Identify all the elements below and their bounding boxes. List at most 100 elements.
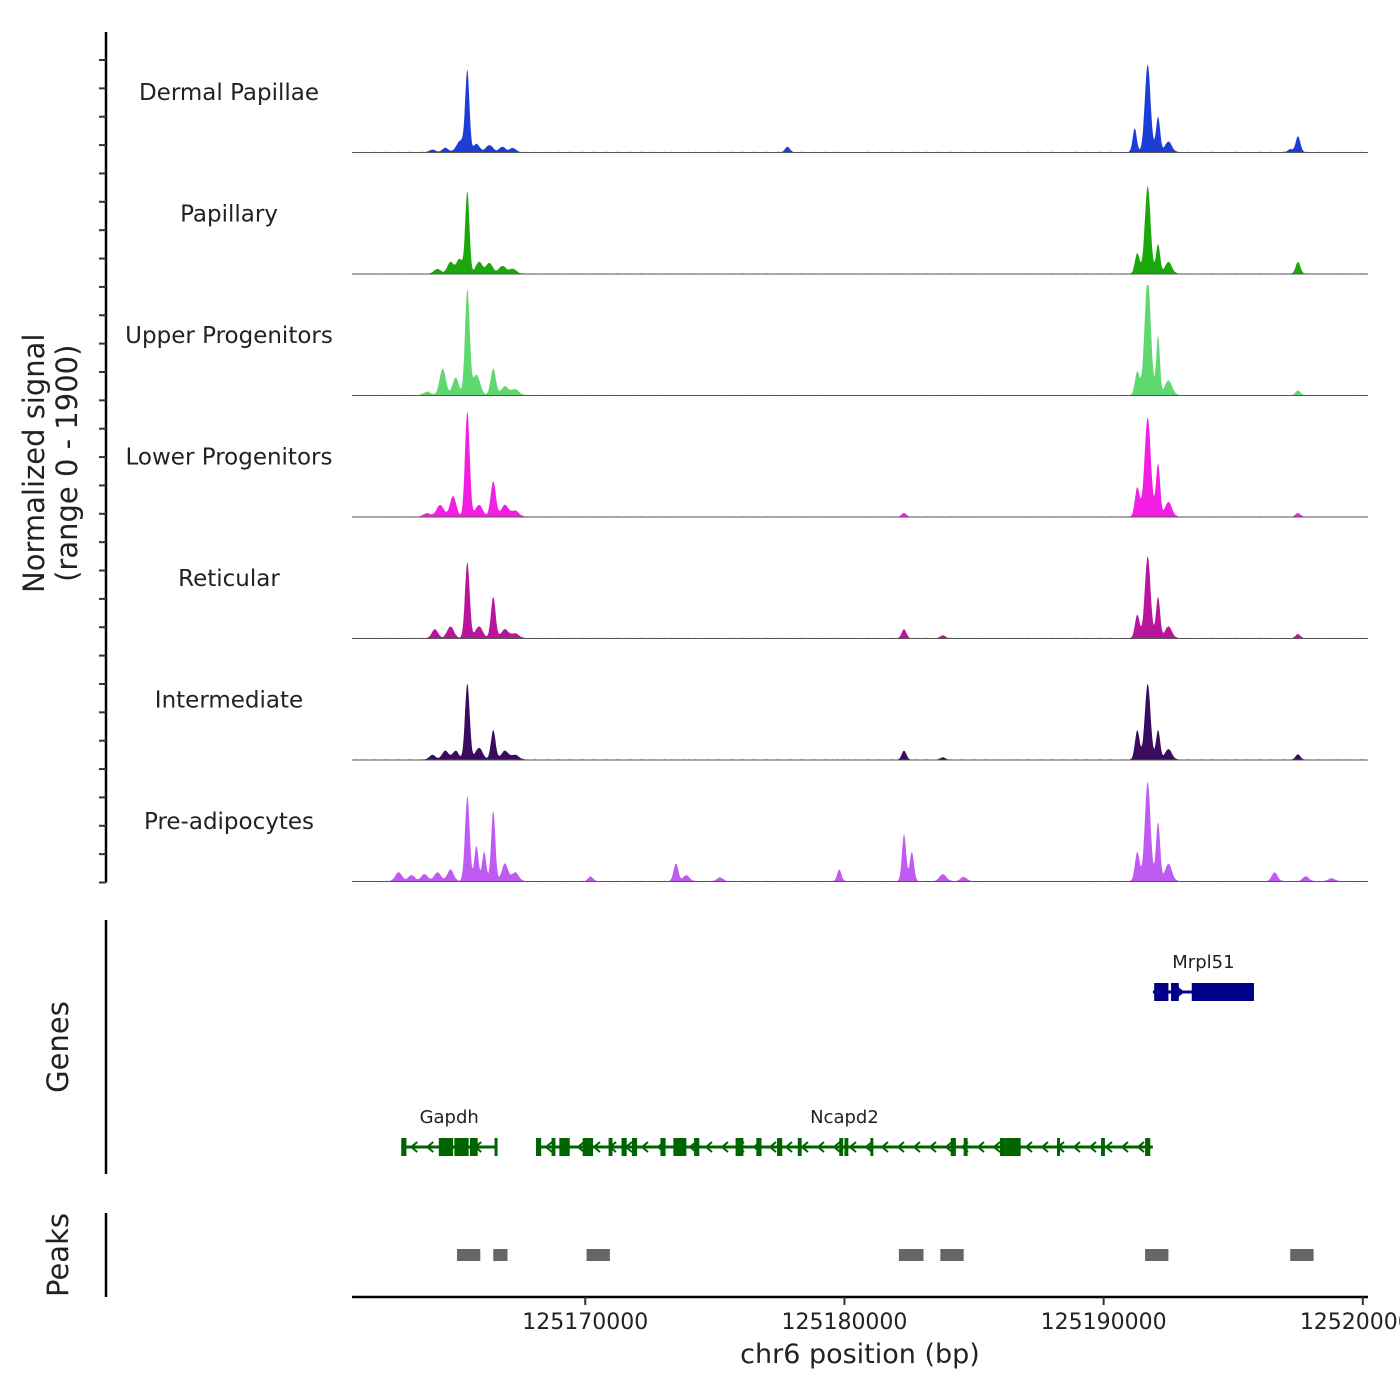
gene-exon [582,1138,594,1156]
gene-model: Ncapd2 [536,1107,1153,1156]
gene-strand-arrow [576,1141,585,1153]
coverage-panel: Normalized signal(range 0 - 1900) Dermal … [17,32,1368,884]
gene-strand-arrow [425,1141,434,1153]
gene-exon [1101,1138,1105,1156]
gene-strand-arrow [544,1141,553,1153]
x-axis-tick-label: 125190000 [1041,1310,1167,1335]
coverage-track-label: Papillary [180,202,278,228]
coverage-track-label: Intermediate [155,688,303,714]
coverage-area [352,683,1368,760]
coverage-y-axis-title-line2: (range 0 - 1900) [50,345,84,582]
peak-region [456,1249,481,1261]
x-axis-tick-label: 125180000 [781,1310,907,1335]
gene-exon [559,1138,570,1156]
coverage-track-label: Upper Progenitors [125,323,333,349]
gene-exon [660,1138,666,1156]
gene-exon [551,1138,556,1156]
gene-exon [673,1138,687,1156]
coverage-track: Dermal Papillae [139,64,1368,153]
coverage-area [352,411,1368,517]
gene-exon [756,1138,762,1156]
peak-region [493,1249,508,1261]
peak-region [1145,1249,1169,1261]
coverage-track: Lower Progenitors [126,411,1368,518]
coverage-area [352,285,1368,396]
gene-label: Ncapd2 [810,1107,879,1128]
gene-strand-arrow [800,1141,809,1153]
gene-exon [999,1138,1006,1156]
gene-strand-arrow [1072,1141,1081,1153]
peak-region [940,1249,964,1261]
gene-exon [870,1138,874,1156]
gene-exon [777,1138,783,1156]
gene-exon [454,1138,469,1156]
gene-strand-arrow [816,1141,825,1153]
gene-model: Gapdh [401,1107,498,1156]
coverage-track: Reticular [178,556,1368,639]
gene-label: Gapdh [420,1107,479,1128]
coverage-track: Papillary [180,186,1368,275]
coverage-area [352,186,1368,274]
peak-region [1290,1249,1314,1261]
genes-panel-label: Genes [41,1001,75,1093]
genes-panel: Genes Mrpl51 Gapdh Ncapd2 [41,920,1254,1174]
gene-strand-arrow [832,1141,841,1153]
gene-strand-arrow [1120,1141,1129,1153]
gene-strand-arrow [688,1141,697,1153]
gene-exon [963,1138,968,1156]
gene-exon [950,1138,956,1156]
x-axis-title: chr6 position (bp) [740,1339,980,1370]
gene-exon [1056,1138,1060,1156]
gene-strand-arrow [1088,1141,1097,1153]
gene-exon [735,1138,744,1156]
peaks-panel: Peaks [41,1213,1314,1297]
gene-strand-arrow [1104,1141,1113,1153]
coverage-track-label: Lower Progenitors [126,445,333,471]
gene-strand-arrow [1176,986,1185,998]
gene-exon [797,1138,802,1156]
coverage-y-axis-title-line1: Normalized signal [17,334,51,593]
gene-exon [1005,1138,1021,1156]
gene-strand-arrow [1136,1141,1145,1153]
gene-exon [608,1138,613,1156]
gene-strand-arrow [704,1141,713,1153]
gene-strand-arrow [640,1141,649,1153]
x-axis-tick-label: 125170000 [522,1310,648,1335]
gene-strand-arrow [896,1141,905,1153]
gene-strand-arrow [944,1141,953,1153]
peak-region [586,1249,610,1261]
coverage-track: Upper Progenitors [125,285,1368,396]
x-axis: 125170000 125180000 125190000 125200000 chr6… [352,1295,1400,1370]
peak-region [898,1249,924,1261]
gene-exon [844,1138,849,1156]
gene-label: Mrpl51 [1172,952,1234,973]
gene-exon [1171,983,1179,1001]
gene-exon [1191,983,1254,1001]
coverage-track-label: Dermal Papillae [139,80,319,106]
coverage-area [352,782,1368,882]
gene-strand-arrow [912,1141,921,1153]
gene-strand-arrow [409,1141,418,1153]
gene-exon [401,1138,407,1156]
coverage-track: Pre-adipocytes [144,782,1368,882]
gene-strand-arrow [928,1141,937,1153]
gene-strand-arrow [784,1141,793,1153]
gene-strand-arrow [592,1141,601,1153]
gene-exon [621,1138,627,1156]
gene-exon [438,1138,454,1156]
gene-exon [1154,983,1169,1001]
coverage-track-label: Reticular [178,566,280,592]
gene-exon [536,1138,542,1156]
gene-exon [494,1138,498,1156]
x-axis-tick-label: 125200000 [1300,1310,1400,1335]
gene-strand-arrow [864,1141,873,1153]
gene-strand-arrow [976,1141,985,1153]
gene-strand-arrow [1024,1141,1033,1153]
gene-exon [1145,1138,1151,1156]
gene-strand-arrow [848,1141,857,1153]
coverage-track-label: Pre-adipocytes [144,809,314,835]
gene-strand-arrow [1040,1141,1049,1153]
coverage-area [352,64,1368,153]
gene-exon [694,1138,700,1156]
